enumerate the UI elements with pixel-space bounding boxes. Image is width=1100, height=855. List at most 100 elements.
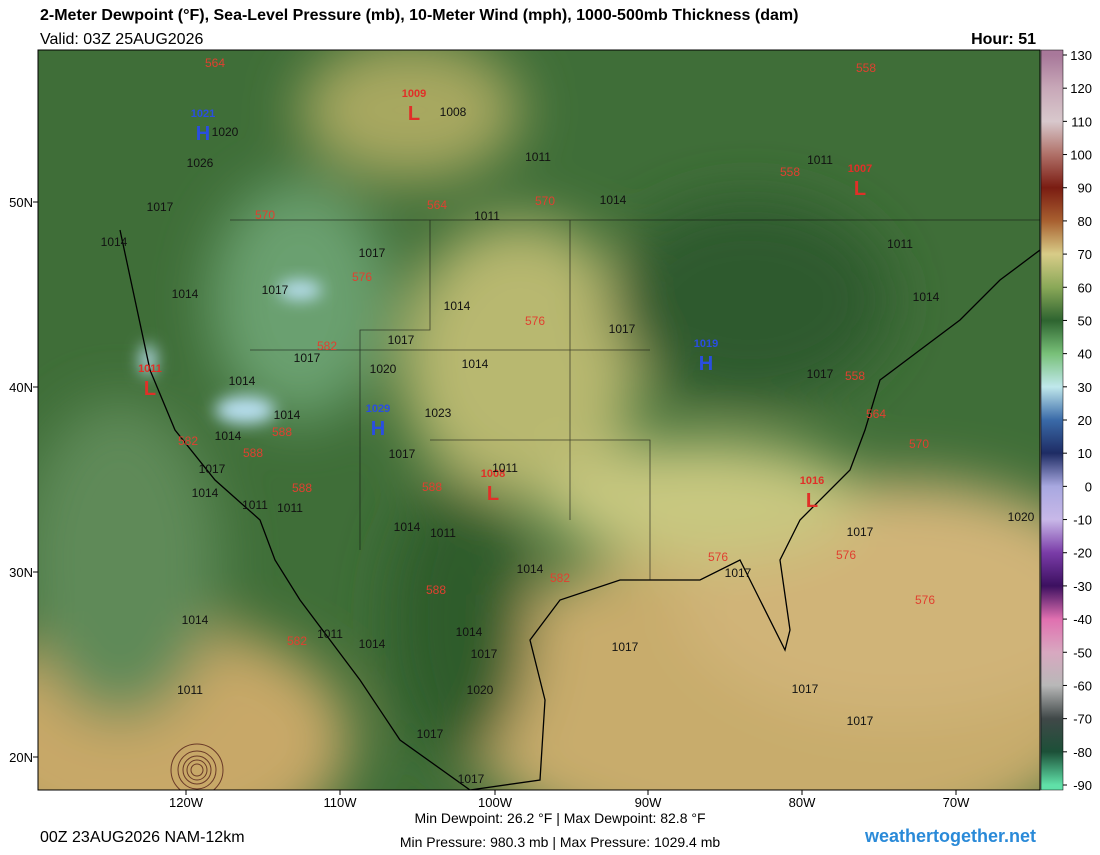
isobar-label: 1011 [887, 237, 913, 251]
isobar-label: 1017 [458, 772, 485, 786]
pressure-center-symbol: H [371, 418, 385, 440]
isobar-label: 1020 [370, 362, 397, 376]
colorbar-tick-label: 50 [1078, 313, 1092, 328]
thickness-label: 576 [525, 314, 545, 328]
lat-label: 20N [9, 750, 33, 765]
isobar-label: 1014 [182, 613, 209, 627]
isobar-label: 1011 [525, 150, 551, 164]
colorbar-tick-label: -40 [1073, 612, 1092, 627]
colorbar-tick-label: 70 [1078, 247, 1092, 262]
colorbar [1040, 49, 1064, 791]
thickness-label: 558 [845, 369, 865, 383]
lat-label: 30N [9, 565, 33, 580]
isobar-label: 1014 [274, 408, 301, 422]
lon-label: 120W [169, 795, 204, 810]
isobar-label: 1017 [294, 351, 321, 365]
colorbar-tick-label: -80 [1073, 745, 1092, 760]
colorbar-tick-label: 60 [1078, 280, 1092, 295]
pressure-center-symbol: H [699, 353, 713, 375]
pressure-center-value: 1009 [402, 88, 426, 100]
thickness-label: 570 [255, 208, 275, 222]
isobar-label: 1011 [474, 209, 500, 223]
pressure-center-symbol: L [854, 178, 866, 200]
pressure-center-symbol: H [196, 123, 210, 145]
pressure-center-symbol: L [806, 490, 818, 512]
isobar-label: 1011 [492, 461, 518, 475]
pressure-range: Min Pressure: 980.3 mb | Max Pressure: 1… [400, 834, 721, 850]
colorbar-tick-label: 80 [1078, 214, 1092, 229]
dewpoint-range: Min Dewpoint: 26.2 °F | Max Dewpoint: 82… [414, 810, 705, 826]
colorbar-tick-label: 90 [1078, 181, 1092, 196]
forecast-hour: Hour: 51 [971, 31, 1036, 48]
isobar-label: 1014 [229, 374, 256, 388]
pressure-center-value: 1029 [366, 403, 390, 415]
thickness-label: 564 [427, 198, 447, 212]
thickness-label: 576 [352, 270, 372, 284]
colorbar-tick-label: -90 [1073, 778, 1092, 793]
isobar-label: 1011 [242, 498, 268, 512]
isobar-label: 1011 [317, 627, 343, 641]
colorbar-tick-label: 30 [1078, 380, 1092, 395]
isobar-label: 1011 [807, 153, 833, 167]
colorbar-tick-label: 110 [1071, 114, 1092, 129]
colorbar-tick-label: -20 [1073, 546, 1092, 561]
isobar-label: 1017 [807, 367, 834, 381]
isobar-label: 1014 [172, 287, 199, 301]
thickness-label: 570 [535, 194, 555, 208]
thickness-label: 558 [780, 165, 800, 179]
title: 2-Meter Dewpoint (°F), Sea-Level Pressur… [40, 7, 798, 24]
thickness-label: 582 [287, 634, 307, 648]
lon-label: 110W [324, 795, 358, 810]
thickness-label: 588 [422, 480, 442, 494]
thickness-label: 588 [292, 481, 312, 495]
isobar-label: 1014 [913, 290, 940, 304]
colorbar-tick-label: -30 [1073, 579, 1092, 594]
valid-time: Valid: 03Z 25AUG2026 [40, 31, 203, 48]
thickness-label: 564 [866, 407, 886, 421]
colorbar-tick-label: -60 [1073, 678, 1092, 693]
thickness-label: 588 [243, 446, 263, 460]
thickness-label: 576 [708, 550, 728, 564]
thickness-label: 588 [426, 583, 446, 597]
dewpoint-field [38, 50, 1040, 790]
lat-label: 40N [9, 380, 33, 395]
lat-label: 50N [9, 195, 33, 210]
map-labels: 1021 H 1009 L 1007 L 1011 L 1029 H 1019 H 1008 L 1016 L… [101, 56, 1035, 786]
isobar-label: 1014 [600, 193, 627, 207]
model-run: 00Z 23AUG2026 NAM-12km [40, 829, 245, 846]
isobar-label: 1011 [277, 501, 303, 515]
isobar-label: 1011 [177, 683, 203, 697]
thickness-label: 582 [178, 434, 198, 448]
colorbar-tick-label: -70 [1073, 712, 1092, 727]
isobar-label: 1023 [425, 406, 452, 420]
isobar-label: 1014 [192, 486, 219, 500]
pressure-center-symbol: L [144, 378, 156, 400]
isobar-label: 1014 [456, 625, 483, 639]
pressure-center-value: 1007 [848, 163, 872, 175]
isobar-label: 1017 [847, 525, 874, 539]
site-credit: weathertogether.net [864, 826, 1036, 846]
colorbar-tick-label: 130 [1070, 48, 1092, 63]
thickness-label: 576 [836, 548, 856, 562]
thickness-label: 588 [272, 425, 292, 439]
borders [230, 219, 1040, 580]
isobar-label: 1014 [517, 562, 544, 576]
isobar-label: 1020 [1008, 510, 1035, 524]
thickness-label: 582 [550, 571, 570, 585]
colorbar-tick-label: -50 [1073, 645, 1092, 660]
pressure-center-symbol: L [408, 103, 420, 125]
isobar-label: 1017 [792, 682, 819, 696]
colorbar-tick-label: 0 [1085, 479, 1092, 494]
colorbar-tick-label: 120 [1070, 81, 1092, 96]
coastline [119, 229, 1040, 790]
lon-label: 80W [789, 795, 816, 810]
colorbar-tick-label: 40 [1078, 347, 1092, 362]
isobar-label: 1020 [212, 125, 239, 139]
isobar-label: 1017 [417, 727, 444, 741]
isobar-label: 1017 [199, 462, 226, 476]
thickness-label: 576 [915, 593, 935, 607]
thickness-label: 570 [909, 437, 929, 451]
isobar-label: 1026 [187, 156, 214, 170]
lon-label: 70W [943, 795, 970, 810]
